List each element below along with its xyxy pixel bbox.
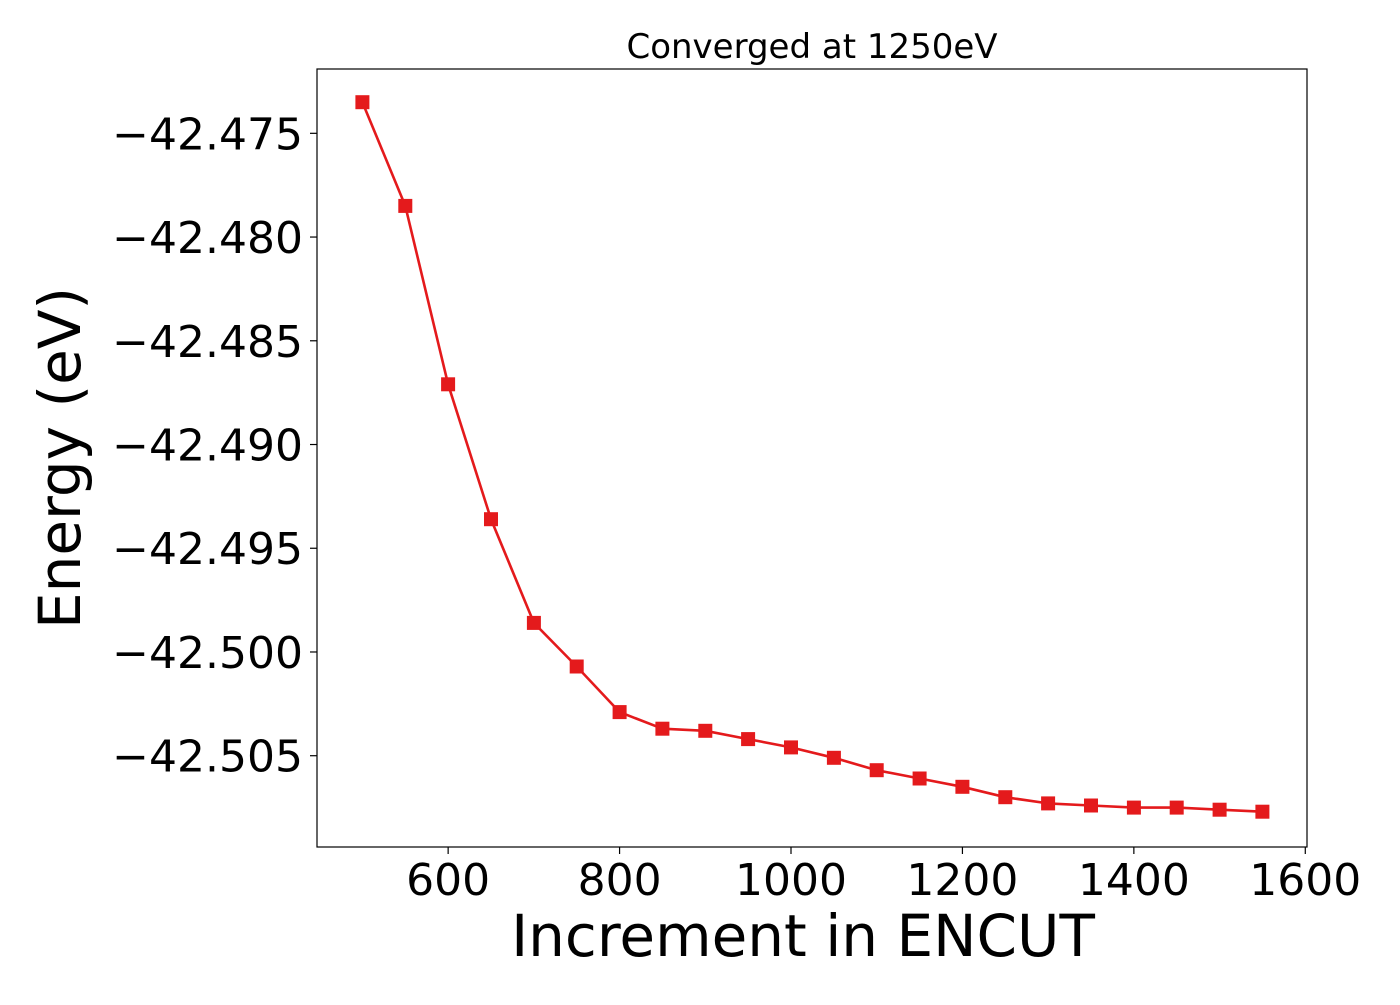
series-layer — [355, 95, 1270, 819]
x-tick-label: 800 — [578, 855, 662, 906]
data-point — [1084, 798, 1098, 813]
data-point — [784, 740, 798, 755]
y-axis-label: Energy (eV) — [26, 287, 94, 629]
data-point — [869, 763, 884, 778]
data-point — [998, 790, 1013, 805]
series-line — [361, 101, 1263, 813]
x-axis: 600 800 1000 1200 1400 1600 — [406, 847, 1361, 906]
y-tick-label: −42.485 — [112, 317, 303, 368]
x-axis-label: Increment in ENCUT — [511, 902, 1095, 970]
x-tick-label: 1200 — [906, 855, 1018, 906]
chart-title: Converged at 1250eV — [626, 27, 997, 67]
x-tick-label: 1600 — [1249, 855, 1361, 906]
data-point — [912, 771, 927, 786]
x-tick-label: 1000 — [735, 855, 847, 906]
data-point — [955, 779, 970, 794]
data-point — [1041, 796, 1056, 811]
y-tick-label: −42.490 — [112, 421, 303, 472]
y-tick-label: −42.475 — [112, 109, 303, 160]
y-tick-label: −42.500 — [112, 628, 303, 679]
data-point — [484, 512, 498, 527]
data-point — [612, 705, 627, 720]
data-point — [1255, 804, 1270, 819]
data-point — [1169, 800, 1184, 815]
plot-area — [316, 68, 1308, 848]
x-tick-label: 600 — [406, 855, 490, 906]
x-tick-label: 1400 — [1078, 855, 1190, 906]
data-point — [655, 721, 670, 736]
y-tick-label: −42.505 — [112, 732, 303, 783]
y-axis: −42.475 −42.480 −42.485 −42.490 −42.495 −42.5… — [112, 109, 317, 783]
y-tick-label: −42.480 — [112, 213, 303, 264]
data-point — [355, 95, 370, 110]
data-point — [1212, 802, 1227, 817]
data-point — [826, 750, 841, 765]
data-point — [526, 615, 541, 630]
data-point — [569, 659, 584, 674]
data-point — [698, 723, 713, 738]
data-point — [741, 732, 756, 747]
data-point — [441, 377, 456, 392]
data-point — [398, 198, 413, 213]
y-tick-label: −42.495 — [112, 524, 303, 575]
data-point — [1126, 800, 1141, 815]
